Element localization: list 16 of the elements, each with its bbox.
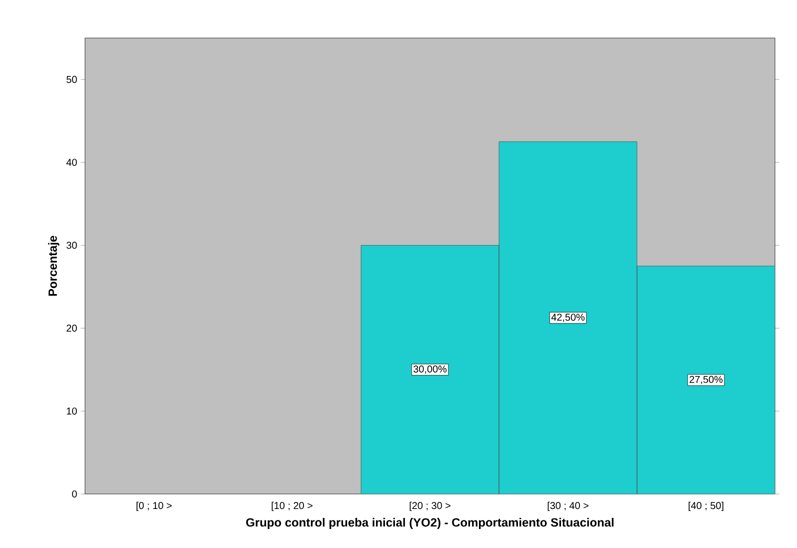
x-tick-label: [20 ; 30 > — [410, 502, 450, 512]
y-tick-label: 50 — [66, 76, 77, 83]
x-tick-label: [40 ; 50] — [688, 502, 724, 512]
y-tick-label: 10 — [66, 408, 77, 415]
data-label: 30,00% — [413, 366, 447, 374]
y-tick-label: 20 — [66, 324, 77, 332]
y-axis-title: Porcentaje — [48, 236, 60, 296]
y-tick-label: 0 — [72, 490, 77, 498]
x-tick-label: [30 ; 40 > — [548, 502, 588, 512]
y-tick-label: 30 — [66, 242, 77, 249]
data-label: 27,50% — [690, 376, 723, 384]
x-tick-label: [0 ; 10 > — [136, 502, 172, 512]
data-label: 42,50% — [551, 314, 585, 322]
x-tick-label: [10 ; 20 > — [272, 502, 312, 512]
y-tick-label: 40 — [66, 158, 77, 166]
x-axis-title: Grupo control prueba inicial (YO2) - Comportamiento Situacional — [246, 518, 614, 530]
